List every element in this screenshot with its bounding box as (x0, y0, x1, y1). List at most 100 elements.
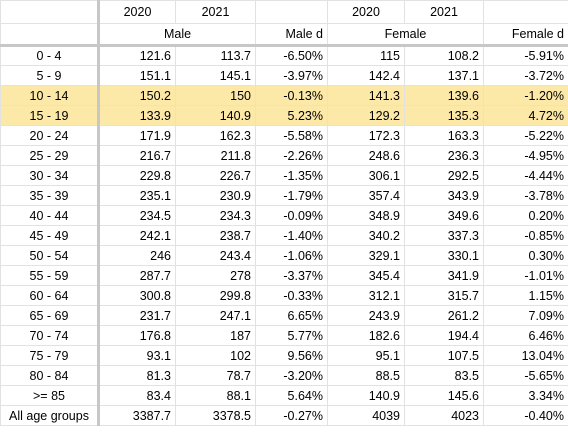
cell-empty[interactable] (484, 1, 568, 24)
cell-male-d[interactable]: 5.64% (256, 386, 328, 406)
cell-female-2021[interactable]: 292.5 (405, 166, 484, 186)
cell-male-d[interactable]: -1.06% (256, 246, 328, 266)
cell-age-group[interactable]: All age groups (1, 406, 99, 426)
cell-female-2020[interactable]: 172.3 (328, 126, 405, 146)
cell-age-group[interactable]: 20 - 24 (1, 126, 99, 146)
cell-male-2021[interactable]: 140.9 (176, 106, 256, 126)
cell-female-2020[interactable]: 140.9 (328, 386, 405, 406)
cell-male-2021[interactable]: 102 (176, 346, 256, 366)
cell-male-2021[interactable]: 145.1 (176, 66, 256, 86)
cell-female-2021[interactable]: 107.5 (405, 346, 484, 366)
cell-male-d[interactable]: -1.40% (256, 226, 328, 246)
cell-female-2020[interactable]: 340.2 (328, 226, 405, 246)
cell-female-d[interactable]: -5.65% (484, 366, 568, 386)
cell-female-d[interactable]: 4.72% (484, 106, 568, 126)
cell-male-2020[interactable]: 151.1 (99, 66, 176, 86)
cell-female-d[interactable]: 3.34% (484, 386, 568, 406)
header-female-d[interactable]: Female d (484, 24, 568, 46)
cell-male-2020[interactable]: 133.9 (99, 106, 176, 126)
header-female-2020[interactable]: 2020 (328, 1, 405, 24)
cell-age-group[interactable]: 35 - 39 (1, 186, 99, 206)
cell-male-d[interactable]: -6.50% (256, 46, 328, 66)
cell-male-2021[interactable]: 234.3 (176, 206, 256, 226)
header-male-d[interactable]: Male d (256, 24, 328, 46)
cell-age-group[interactable]: 60 - 64 (1, 286, 99, 306)
cell-female-2021[interactable]: 137.1 (405, 66, 484, 86)
cell-male-2021[interactable]: 243.4 (176, 246, 256, 266)
cell-empty[interactable] (1, 1, 99, 24)
cell-female-2021[interactable]: 139.6 (405, 86, 484, 106)
cell-female-2020[interactable]: 115 (328, 46, 405, 66)
cell-female-d[interactable]: -1.01% (484, 266, 568, 286)
cell-female-d[interactable]: -5.22% (484, 126, 568, 146)
cell-male-d[interactable]: -1.35% (256, 166, 328, 186)
cell-female-2020[interactable]: 243.9 (328, 306, 405, 326)
cell-male-2020[interactable]: 242.1 (99, 226, 176, 246)
cell-female-2021[interactable]: 341.9 (405, 266, 484, 286)
cell-male-2020[interactable]: 216.7 (99, 146, 176, 166)
cell-female-2020[interactable]: 329.1 (328, 246, 405, 266)
cell-male-2020[interactable]: 234.5 (99, 206, 176, 226)
header-male[interactable]: Male (99, 24, 256, 46)
cell-age-group[interactable]: 75 - 79 (1, 346, 99, 366)
cell-male-d[interactable]: -3.97% (256, 66, 328, 86)
cell-male-2021[interactable]: 187 (176, 326, 256, 346)
cell-male-2021[interactable]: 113.7 (176, 46, 256, 66)
cell-female-d[interactable]: -3.72% (484, 66, 568, 86)
cell-female-2020[interactable]: 129.2 (328, 106, 405, 126)
cell-female-2020[interactable]: 345.4 (328, 266, 405, 286)
cell-male-d[interactable]: -5.58% (256, 126, 328, 146)
cell-female-2020[interactable]: 348.9 (328, 206, 405, 226)
cell-female-d[interactable]: 7.09% (484, 306, 568, 326)
cell-male-2020[interactable]: 300.8 (99, 286, 176, 306)
cell-male-2021[interactable]: 238.7 (176, 226, 256, 246)
cell-age-group[interactable]: 50 - 54 (1, 246, 99, 266)
cell-female-2020[interactable]: 141.3 (328, 86, 405, 106)
cell-male-2021[interactable]: 247.1 (176, 306, 256, 326)
header-female[interactable]: Female (328, 24, 484, 46)
header-female-2021[interactable]: 2021 (405, 1, 484, 24)
cell-male-2021[interactable]: 162.3 (176, 126, 256, 146)
cell-age-group[interactable]: 0 - 4 (1, 46, 99, 66)
cell-male-2020[interactable]: 3387.7 (99, 406, 176, 426)
cell-age-group[interactable]: 30 - 34 (1, 166, 99, 186)
cell-age-group[interactable]: 65 - 69 (1, 306, 99, 326)
cell-male-d[interactable]: -2.26% (256, 146, 328, 166)
cell-female-2021[interactable]: 236.3 (405, 146, 484, 166)
cell-male-2020[interactable]: 150.2 (99, 86, 176, 106)
cell-female-2020[interactable]: 248.6 (328, 146, 405, 166)
cell-male-2021[interactable]: 88.1 (176, 386, 256, 406)
cell-male-2020[interactable]: 93.1 (99, 346, 176, 366)
cell-male-d[interactable]: -3.37% (256, 266, 328, 286)
cell-female-2021[interactable]: 349.6 (405, 206, 484, 226)
cell-female-d[interactable]: -0.85% (484, 226, 568, 246)
cell-male-2021[interactable]: 299.8 (176, 286, 256, 306)
cell-female-2020[interactable]: 95.1 (328, 346, 405, 366)
cell-male-2020[interactable]: 246 (99, 246, 176, 266)
cell-male-d[interactable]: 9.56% (256, 346, 328, 366)
cell-male-2021[interactable]: 230.9 (176, 186, 256, 206)
cell-empty[interactable] (1, 24, 99, 46)
cell-female-2020[interactable]: 182.6 (328, 326, 405, 346)
cell-male-2021[interactable]: 3378.5 (176, 406, 256, 426)
cell-empty[interactable] (256, 1, 328, 24)
cell-male-2020[interactable]: 176.8 (99, 326, 176, 346)
cell-female-d[interactable]: -3.78% (484, 186, 568, 206)
cell-female-2020[interactable]: 88.5 (328, 366, 405, 386)
cell-male-d[interactable]: 5.23% (256, 106, 328, 126)
cell-male-2020[interactable]: 81.3 (99, 366, 176, 386)
cell-male-2021[interactable]: 211.8 (176, 146, 256, 166)
cell-male-d[interactable]: 5.77% (256, 326, 328, 346)
cell-male-2020[interactable]: 231.7 (99, 306, 176, 326)
cell-female-2021[interactable]: 83.5 (405, 366, 484, 386)
cell-male-d[interactable]: -0.09% (256, 206, 328, 226)
cell-age-group[interactable]: 55 - 59 (1, 266, 99, 286)
cell-female-2021[interactable]: 4023 (405, 406, 484, 426)
cell-female-d[interactable]: -5.91% (484, 46, 568, 66)
cell-female-2020[interactable]: 357.4 (328, 186, 405, 206)
cell-female-d[interactable]: 0.30% (484, 246, 568, 266)
cell-male-d[interactable]: -1.79% (256, 186, 328, 206)
cell-age-group[interactable]: 5 - 9 (1, 66, 99, 86)
cell-female-d[interactable]: -4.44% (484, 166, 568, 186)
cell-female-2021[interactable]: 261.2 (405, 306, 484, 326)
